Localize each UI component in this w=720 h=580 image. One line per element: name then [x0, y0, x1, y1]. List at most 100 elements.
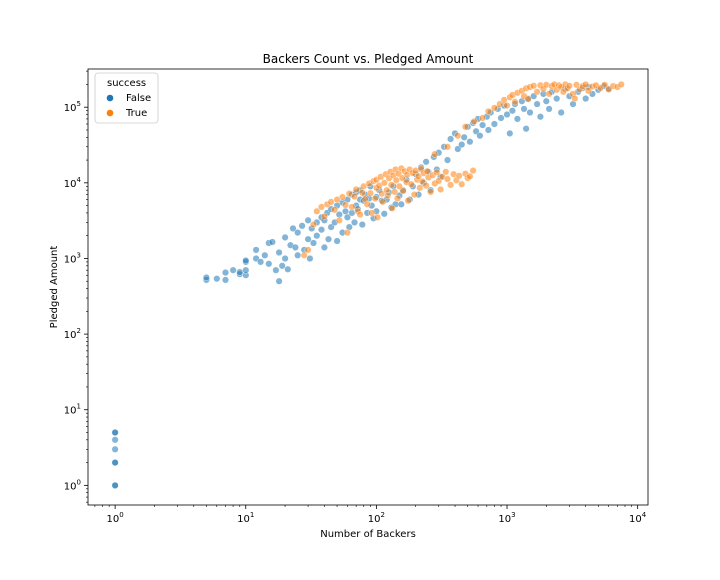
data-point-false	[508, 107, 516, 115]
data-point-false	[545, 105, 553, 113]
data-point-false	[272, 266, 280, 274]
legend-label-false: False	[126, 93, 151, 104]
data-point-true	[335, 216, 343, 224]
data-point-true	[415, 172, 423, 180]
data-point-false	[275, 248, 283, 256]
data-point-false	[458, 141, 466, 149]
data-point-true	[300, 251, 308, 259]
legend-label-true: True	[125, 108, 147, 119]
data-point-false	[261, 251, 269, 259]
data-point-false	[327, 223, 335, 231]
data-point-true	[304, 246, 312, 254]
y-tick-label: 105	[64, 100, 81, 114]
data-point-false	[304, 216, 312, 224]
data-point-false	[111, 445, 119, 453]
data-point-true	[427, 188, 435, 196]
data-point-false	[304, 235, 312, 243]
data-point-false	[111, 459, 119, 467]
chart-title: Backers Count vs. Pledged Amount	[263, 52, 474, 66]
data-point-true	[343, 229, 351, 237]
data-point-true	[582, 80, 590, 88]
data-point-true	[407, 180, 415, 188]
y-tick-label: 103	[64, 251, 81, 265]
data-point-true	[479, 114, 487, 122]
data-point-true	[484, 107, 492, 115]
data-point-true	[392, 176, 400, 184]
data-point-false	[342, 207, 350, 215]
data-point-true	[339, 193, 347, 201]
legend-marker-false	[106, 94, 114, 102]
data-point-false	[252, 246, 260, 254]
data-point-false	[397, 200, 405, 208]
data-point-false	[265, 260, 273, 268]
data-point-true	[490, 104, 498, 112]
data-point-true	[366, 189, 374, 197]
data-point-true	[380, 179, 388, 187]
data-point-true	[388, 204, 396, 212]
y-tick-label: 100	[64, 478, 81, 492]
legend: success False True	[94, 72, 159, 124]
x-tick-label: 103	[498, 511, 515, 525]
data-point-true	[511, 98, 519, 106]
data-point-false	[320, 243, 328, 251]
data-point-true	[358, 189, 366, 197]
data-point-false	[520, 105, 528, 113]
data-point-false	[325, 235, 333, 243]
data-point-false	[242, 257, 250, 265]
legend-title: success	[107, 78, 146, 89]
data-point-true	[394, 194, 402, 202]
data-point-true	[454, 132, 462, 140]
data-point-false	[289, 224, 297, 232]
data-point-true	[433, 168, 441, 176]
data-point-true	[399, 187, 407, 195]
data-point-true	[524, 95, 532, 103]
y-tick-label: 104	[64, 176, 82, 190]
data-point-true	[470, 117, 478, 125]
data-point-false	[479, 121, 487, 129]
data-point-true	[442, 168, 450, 176]
data-point-true	[466, 172, 474, 180]
data-point-true	[391, 188, 399, 196]
data-point-false	[242, 266, 250, 274]
data-point-true	[533, 88, 541, 96]
data-point-true	[500, 96, 508, 104]
data-point-false	[111, 481, 119, 489]
data-point-false	[343, 213, 351, 221]
data-point-true	[384, 191, 392, 199]
data-point-true	[363, 200, 371, 208]
data-point-true	[565, 82, 573, 90]
x-tick-label: 102	[368, 511, 385, 525]
data-point-true	[331, 206, 339, 214]
data-point-true	[601, 81, 609, 89]
data-point-false	[268, 238, 276, 246]
data-point-true	[371, 194, 379, 202]
data-point-false	[444, 156, 452, 164]
data-point-true	[447, 181, 455, 189]
data-point-false	[536, 113, 544, 121]
data-point-true	[318, 203, 326, 211]
data-point-false	[447, 135, 455, 143]
legend-marker-true	[106, 109, 114, 117]
data-point-false	[306, 254, 314, 262]
data-point-false	[229, 266, 237, 274]
data-point-true	[444, 143, 452, 151]
data-point-true	[348, 203, 356, 211]
data-point-true	[422, 182, 430, 190]
data-point-true	[496, 100, 504, 108]
data-point-true	[356, 211, 364, 219]
x-tick-label: 100	[107, 511, 124, 525]
data-point-true	[530, 82, 538, 90]
data-point-false	[275, 277, 283, 285]
data-point-true	[444, 175, 452, 183]
data-point-true	[368, 209, 376, 217]
data-point-false	[506, 129, 514, 137]
y-tick-label: 101	[64, 403, 81, 417]
data-point-false	[294, 251, 302, 259]
data-point-true	[342, 201, 350, 209]
data-point-false	[484, 126, 492, 134]
data-point-true	[423, 167, 431, 175]
data-point-true	[503, 102, 511, 110]
data-point-false	[460, 133, 468, 141]
data-point-false	[557, 108, 565, 116]
series-true	[300, 80, 625, 259]
